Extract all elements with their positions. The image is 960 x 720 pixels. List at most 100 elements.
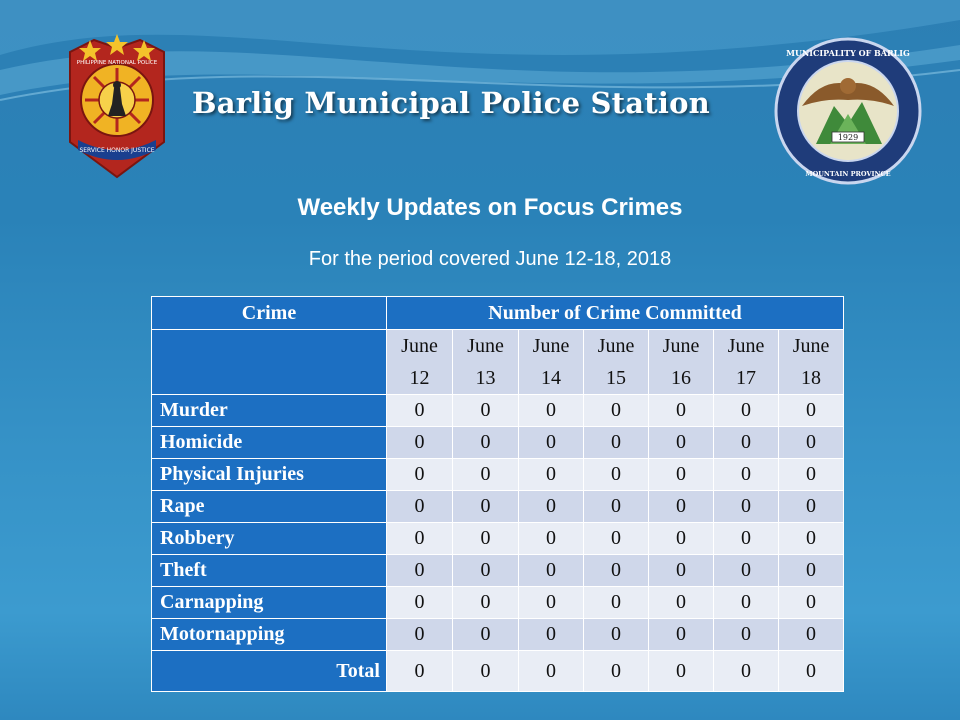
date-month: June xyxy=(532,335,570,357)
crime-count-cell: 0 xyxy=(386,426,453,459)
crime-count-cell: 0 xyxy=(713,426,779,459)
table-row: Murder 0 0 0 0 0 0 0 xyxy=(151,394,845,427)
crime-count-cell: 0 xyxy=(583,554,649,587)
crime-count-cell: 0 xyxy=(386,554,453,587)
total-value-cell: 0 xyxy=(583,650,649,692)
crime-name-cell: Theft xyxy=(151,554,387,587)
crime-count-cell: 0 xyxy=(583,522,649,555)
date-header-row: June 12 June 13 June 14 June 15 June 16 June 17 June… xyxy=(151,329,845,395)
crime-count-cell: 0 xyxy=(452,554,519,587)
crime-count-cell: 0 xyxy=(777,394,845,427)
table-row: Motornapping 0 0 0 0 0 0 0 xyxy=(151,618,845,651)
crime-count-cell: 0 xyxy=(386,586,453,619)
crime-name-cell: Physical Injuries xyxy=(151,458,387,491)
crime-count-cell: 0 xyxy=(648,618,714,651)
date-day: 13 xyxy=(475,367,496,389)
date-month: June xyxy=(467,335,504,357)
pnp-logo-arc-text: PHILIPPINE NATIONAL POLICE xyxy=(77,60,158,66)
column-header-count: Number of Crime Committed xyxy=(385,296,845,330)
crime-count-cell: 0 xyxy=(452,490,519,523)
crime-count-cell: 0 xyxy=(713,394,779,427)
crime-count-cell: 0 xyxy=(777,554,845,587)
crime-count-cell: 0 xyxy=(452,586,519,619)
crime-count-cell: 0 xyxy=(452,618,519,651)
crime-count-cell: 0 xyxy=(518,522,584,555)
date-month: June xyxy=(401,335,438,357)
crime-count-cell: 0 xyxy=(777,618,845,651)
crime-count-cell: 0 xyxy=(648,490,714,523)
table-row: Homicide 0 0 0 0 0 0 0 xyxy=(151,426,845,459)
crime-count-cell: 0 xyxy=(648,426,714,459)
table-row: Rape 0 0 0 0 0 0 0 xyxy=(151,490,845,523)
barlig-seal-year: 1929 xyxy=(838,133,858,142)
total-label-cell: Total xyxy=(151,650,387,692)
crime-name-cell: Carnapping xyxy=(151,586,387,619)
date-header-blank xyxy=(151,329,387,395)
crime-count-cell: 0 xyxy=(386,490,453,523)
crime-count-cell: 0 xyxy=(648,586,714,619)
table-row: Physical Injuries 0 0 0 0 0 0 0 xyxy=(151,458,845,491)
date-day: 15 xyxy=(606,367,626,389)
date-day: 12 xyxy=(409,367,430,389)
date-month: June xyxy=(792,335,830,357)
date-day: 16 xyxy=(671,367,691,389)
date-header-cell: June 17 xyxy=(713,329,779,395)
crime-count-cell: 0 xyxy=(777,458,845,491)
pnp-logo: SERVICE HONOR JUSTICE PHILIPPINE NATIONA… xyxy=(69,34,165,179)
crime-count-cell: 0 xyxy=(518,458,584,491)
crime-count-cell: 0 xyxy=(713,490,779,523)
date-day: 14 xyxy=(541,367,561,389)
crime-count-cell: 0 xyxy=(583,458,649,491)
crime-count-cell: 0 xyxy=(713,458,779,491)
crime-count-cell: 0 xyxy=(452,522,519,555)
crime-name-cell: Homicide xyxy=(151,426,387,459)
date-month: June xyxy=(727,335,765,357)
crime-name-cell: Rape xyxy=(151,490,387,523)
crime-count-cell: 0 xyxy=(777,426,845,459)
crime-count-cell: 0 xyxy=(648,458,714,491)
crime-count-cell: 0 xyxy=(583,394,649,427)
date-day: 17 xyxy=(736,367,756,389)
crime-count-cell: 0 xyxy=(518,426,584,459)
crime-name-cell: Murder xyxy=(151,394,387,427)
crime-count-cell: 0 xyxy=(518,554,584,587)
crime-count-cell: 0 xyxy=(386,618,453,651)
crime-count-cell: 0 xyxy=(777,522,845,555)
date-header-cell: June 13 xyxy=(452,329,519,395)
column-header-crime: Crime xyxy=(151,296,387,330)
barlig-seal-arc-text: MUNICIPALITY OF BARLIG xyxy=(786,48,910,58)
crime-count-cell: 0 xyxy=(648,554,714,587)
total-value-cell: 0 xyxy=(777,650,845,692)
date-month: June xyxy=(662,335,700,357)
crime-count-cell: 0 xyxy=(713,586,779,619)
crime-count-cell: 0 xyxy=(777,490,845,523)
table-row: Robbery 0 0 0 0 0 0 0 xyxy=(151,522,845,555)
barlig-seal-bottom-text: MOUNTAIN PROVINCE xyxy=(805,170,890,178)
total-value-cell: 0 xyxy=(452,650,519,692)
crime-count-cell: 0 xyxy=(583,426,649,459)
crime-count-cell: 0 xyxy=(713,522,779,555)
crime-count-cell: 0 xyxy=(518,394,584,427)
total-value-cell: 0 xyxy=(713,650,779,692)
crime-count-cell: 0 xyxy=(518,586,584,619)
crime-count-cell: 0 xyxy=(777,586,845,619)
date-month: June xyxy=(597,335,635,357)
total-value-cell: 0 xyxy=(648,650,714,692)
crime-name-cell: Motornapping xyxy=(151,618,387,651)
crime-count-cell: 0 xyxy=(583,490,649,523)
crime-count-cell: 0 xyxy=(583,618,649,651)
crime-count-cell: 0 xyxy=(713,618,779,651)
total-value-cell: 0 xyxy=(518,650,584,692)
table-row: Carnapping 0 0 0 0 0 0 0 xyxy=(151,586,845,619)
crime-count-cell: 0 xyxy=(452,394,519,427)
crime-count-cell: 0 xyxy=(518,618,584,651)
date-header-cell: June 15 xyxy=(583,329,649,395)
pnp-logo-banner: SERVICE HONOR JUSTICE xyxy=(79,147,154,154)
table-row: Theft 0 0 0 0 0 0 0 xyxy=(151,554,845,587)
barlig-seal-logo: 1929 MUNICIPALITY OF BARLIG MOUNTAIN PRO… xyxy=(774,37,922,185)
total-value-cell: 0 xyxy=(386,650,453,692)
date-header-cell: June 14 xyxy=(518,329,584,395)
crime-count-cell: 0 xyxy=(386,522,453,555)
crime-table: Crime Number of Crime Committed June 12 Ju… xyxy=(151,296,845,692)
date-header-cell: June 16 xyxy=(648,329,714,395)
